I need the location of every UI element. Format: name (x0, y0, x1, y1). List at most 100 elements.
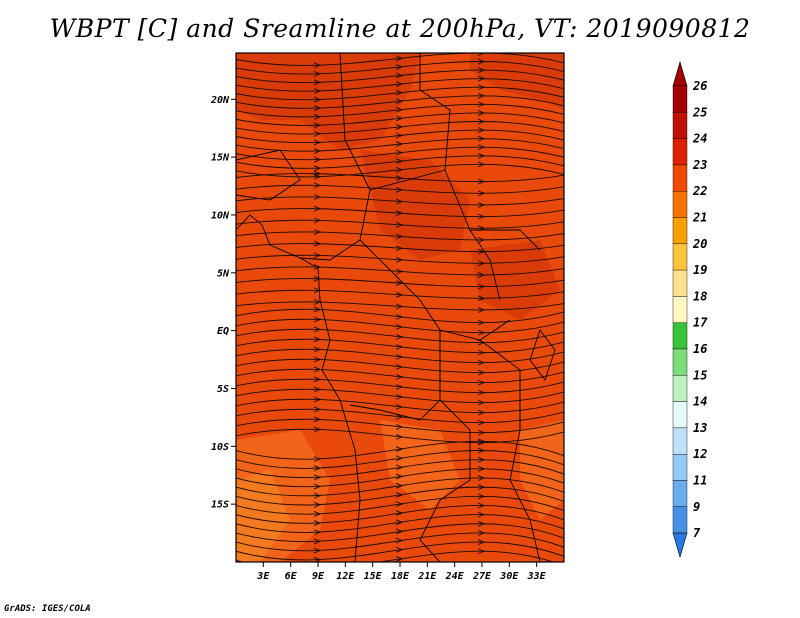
colorbar: 26 25 24 23 22 21 20 19 18 17 16 15 14 13 12 11 9 7 (672, 60, 708, 559)
x-tick-label: 27E (472, 571, 492, 582)
streamline-arrow (313, 474, 322, 481)
streamline-arrow (313, 240, 322, 247)
streamline-arrow (313, 538, 322, 545)
colorbar-label: 15 (693, 368, 707, 382)
colorbar-segment (672, 296, 688, 323)
streamline-arrow (313, 205, 322, 212)
streamline-arrow (477, 520, 486, 527)
streamline-arrow (313, 356, 322, 363)
colorbar-label: 16 (693, 342, 707, 356)
x-tick-label: 24E (445, 571, 465, 582)
border-line (529, 329, 556, 381)
border-line (359, 239, 511, 341)
colorbar-segment (672, 348, 688, 376)
streamline-arrow (395, 210, 404, 217)
streamline-arrow (477, 319, 486, 326)
colorbar-segment (672, 480, 688, 507)
colorbar-segment (672, 85, 688, 113)
streamline-arrow (395, 433, 404, 440)
streamline-arrow (477, 539, 486, 545)
streamline-arrow (313, 306, 322, 313)
streamline-arrow (313, 88, 322, 94)
streamline (236, 428, 564, 444)
streamline (236, 368, 564, 384)
streamline-arrow (477, 213, 486, 220)
streamline-arrow (477, 409, 486, 416)
streamline-arrow (395, 501, 404, 507)
border-line (236, 214, 361, 562)
streamline-arrow (395, 198, 404, 205)
colorbar-segment (672, 138, 688, 166)
streamline (236, 541, 564, 561)
border-line (236, 149, 301, 201)
streamline-arrow (395, 72, 404, 79)
streamline (236, 184, 564, 194)
streamline-arrow (477, 135, 486, 142)
streamline-arrow (313, 182, 322, 189)
y-tick-label: 5N (217, 268, 230, 279)
colorbar-segment (672, 454, 688, 481)
streamline-arrow (313, 130, 322, 137)
streamline-arrow (477, 84, 486, 91)
streamline-arrow (395, 510, 404, 517)
streamline-arrow (395, 245, 404, 252)
streamline-arrow (395, 175, 404, 182)
streamline-arrow (477, 329, 486, 336)
map-title: WBPT [C] and Sreamline at 200hPa, VT: 20… (49, 14, 751, 43)
streamline-arrow (395, 115, 404, 122)
streamline-arrow (477, 379, 486, 386)
streamline-arrow (395, 482, 404, 489)
colorbar-label: 25 (692, 105, 707, 119)
streamline (236, 289, 564, 299)
streamline-arrow (477, 349, 486, 356)
streamline-arrow (313, 426, 322, 433)
streamline (236, 440, 564, 460)
country-borders (236, 53, 556, 562)
x-tick-label: 6E (285, 571, 298, 582)
streamline-arrow (395, 446, 404, 452)
streamline (236, 173, 564, 183)
streamline-arrow (477, 502, 486, 509)
streamline (236, 486, 564, 506)
colorbar-label: 19 (693, 263, 707, 277)
streamline-arrow (395, 303, 404, 310)
streamline-arrow (395, 280, 404, 287)
field-region (520, 420, 564, 520)
x-tick-label: 18E (391, 571, 410, 582)
streamline-arrow (477, 475, 486, 481)
border-line (470, 229, 541, 251)
colorbar-label: 26 (692, 79, 707, 93)
streamline-arrow (395, 141, 404, 147)
streamline-arrow (313, 406, 322, 413)
streamline-arrow (313, 483, 322, 490)
colorbar-label: 20 (692, 237, 707, 251)
colorbar-segment (672, 506, 688, 534)
streamline-arrow (477, 152, 486, 159)
streamline-arrow (395, 393, 404, 400)
streamline-arrow (395, 158, 404, 165)
streamline-arrow (477, 202, 486, 208)
streamline-arrow (395, 313, 404, 320)
streamline-arrow (477, 399, 486, 406)
streamline-arrow (395, 106, 404, 113)
colorbar-segment (672, 243, 688, 271)
streamline (236, 112, 564, 126)
colorbar-label: 13 (693, 421, 707, 435)
border-line (339, 53, 371, 241)
colorbar-top-arrow (672, 60, 688, 87)
streamline (236, 301, 564, 311)
streamline (236, 523, 564, 543)
x-tick-label: 33E (527, 571, 547, 582)
streamline-arrow (313, 287, 322, 294)
grads-credit: GrADS: IGES/COLA (4, 604, 91, 614)
streamline-arrow (313, 547, 322, 554)
streamline-arrow (395, 323, 404, 330)
streamline (236, 398, 564, 414)
latitude-axis: 20N 15N 10N 5N EQ 5S 10S 15S (210, 95, 236, 511)
streamline-arrow (313, 556, 322, 562)
streamline (236, 163, 564, 178)
y-tick-label: EQ (217, 326, 229, 337)
field-region (470, 53, 564, 110)
streamline-arrow (313, 492, 322, 499)
streamline-arrow (395, 89, 404, 96)
